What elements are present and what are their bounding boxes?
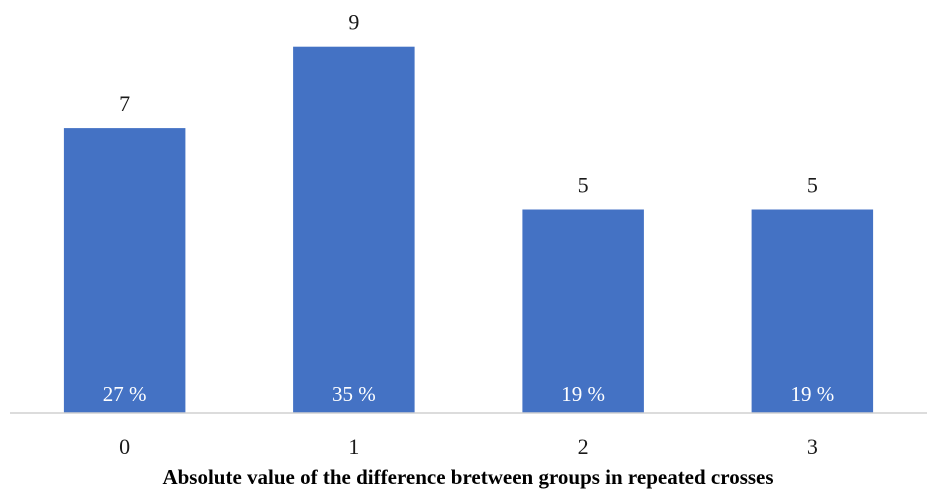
x-tick-label-0: 0: [119, 434, 130, 459]
labels-layer: 7 27 % 0 9 35 % 1 5 19 % 2 5 19 % 3: [103, 10, 835, 459]
bar-3: [751, 209, 874, 413]
bar-2: [522, 209, 644, 413]
data-label-2: 5: [578, 173, 589, 198]
percent-label-1: 35 %: [332, 382, 376, 406]
bar-1: [293, 46, 415, 413]
bars-layer: [63, 46, 874, 413]
percent-label-3: 19 %: [791, 382, 835, 406]
percent-label-0: 27 %: [103, 382, 147, 406]
x-axis-title: Absolute value of the difference bretwee…: [162, 465, 773, 489]
data-label-3: 5: [807, 173, 818, 198]
x-tick-label-3: 3: [807, 434, 818, 459]
data-label-0: 7: [119, 91, 130, 116]
percent-label-2: 19 %: [561, 382, 605, 406]
bar-0: [63, 128, 186, 413]
x-tick-label-1: 1: [348, 434, 359, 459]
x-tick-label-2: 2: [578, 434, 589, 459]
data-label-1: 9: [348, 10, 359, 35]
